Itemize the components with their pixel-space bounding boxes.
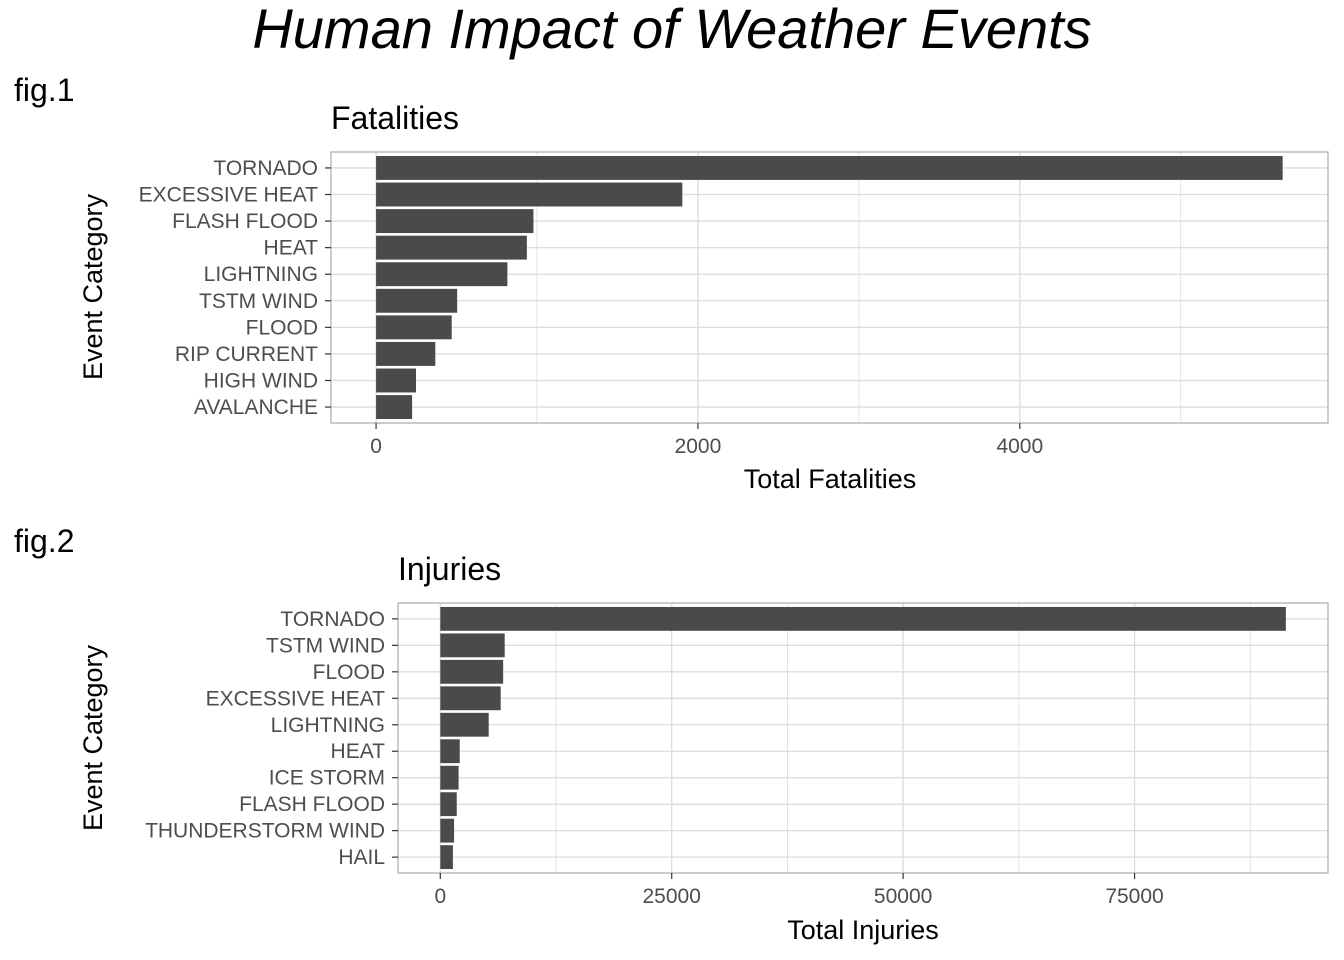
injuries-bar: [440, 845, 453, 870]
injuries-category-label: TORNADO: [280, 608, 385, 631]
fatalities-category-label: TSTM WIND: [199, 290, 318, 313]
injuries-category-label: HEAT: [331, 740, 386, 763]
injuries-x-tick-label: 50000: [874, 885, 932, 908]
injuries-category-label: LIGHTNING: [271, 714, 385, 737]
fatalities-x-tick-label: 4000: [996, 435, 1043, 458]
injuries-category-label: FLASH FLOOD: [239, 793, 385, 816]
injuries-category-label: FLOOD: [313, 661, 385, 684]
fatalities-category-label: EXCESSIVE HEAT: [139, 184, 319, 207]
main-title: Human Impact of Weather Events: [252, 0, 1091, 60]
injuries-bar: [440, 765, 459, 790]
injuries-category-label: TSTM WIND: [266, 634, 385, 657]
fatalities-y-axis-title: Event Category: [78, 193, 108, 380]
injuries-bar: [440, 659, 504, 684]
fatalities-bar: [376, 395, 413, 420]
fatalities-bar: [376, 315, 452, 340]
injuries-category-label: EXCESSIVE HEAT: [206, 687, 386, 710]
injuries-category-label: THUNDERSTORM WIND: [145, 820, 385, 843]
injuries-bar: [440, 686, 501, 711]
fig2-tag: fig.2: [14, 523, 74, 559]
fatalities-category-label: TORNADO: [213, 157, 318, 180]
injuries-bar: [440, 712, 489, 737]
injuries-panel: fig.2 Injuries TORNADO TSTM WIND FLOOD EXCE…: [14, 523, 1329, 945]
fig1-tag: fig.1: [14, 72, 74, 108]
injuries-x-tick-label: 0: [434, 885, 446, 908]
injuries-x-axis-title: Total Injuries: [787, 915, 939, 945]
injuries-bar: [440, 606, 1286, 631]
injuries-category-label: ICE STORM: [269, 767, 385, 790]
injuries-y-axis-title: Event Category: [78, 644, 108, 831]
fatalities-category-label: RIP CURRENT: [175, 343, 318, 366]
fatalities-category-label: LIGHTNING: [204, 263, 318, 286]
fatalities-bar: [376, 209, 534, 234]
injuries-x-tick-label: 25000: [643, 885, 701, 908]
fatalities-bar: [376, 155, 1283, 180]
fatalities-bar: [376, 341, 436, 366]
fatalities-bar: [376, 262, 508, 287]
injuries-bar: [440, 818, 455, 843]
injuries-x-tick-label: 75000: [1105, 885, 1163, 908]
fatalities-x-tick-label: 0: [370, 435, 382, 458]
fatalities-bar: [376, 368, 416, 393]
injuries-category-label: HAIL: [338, 846, 385, 869]
injuries-title: Injuries: [398, 551, 501, 587]
fatalities-category-label: FLASH FLOOD: [172, 210, 318, 233]
fatalities-title: Fatalities: [331, 100, 459, 136]
injuries-plot-background: [397, 602, 1329, 874]
injuries-bar: [440, 792, 457, 817]
fatalities-category-label: FLOOD: [246, 316, 318, 339]
fatalities-category-label: HEAT: [264, 237, 319, 260]
injuries-bar: [440, 739, 460, 764]
fatalities-x-tick-label: 2000: [675, 435, 722, 458]
fatalities-bar: [376, 288, 458, 313]
fatalities-x-axis-title: Total Fatalities: [744, 464, 917, 494]
injuries-bar: [440, 633, 505, 658]
fatalities-category-label: HIGH WIND: [204, 369, 318, 392]
fatalities-bar: [376, 235, 527, 260]
fatalities-panel: fig.1 Fatalities TORNADO EXCESSIVE HEAT FL…: [14, 72, 1329, 494]
fatalities-category-label: AVALANCHE: [194, 396, 318, 419]
fatalities-bar: [376, 182, 683, 207]
